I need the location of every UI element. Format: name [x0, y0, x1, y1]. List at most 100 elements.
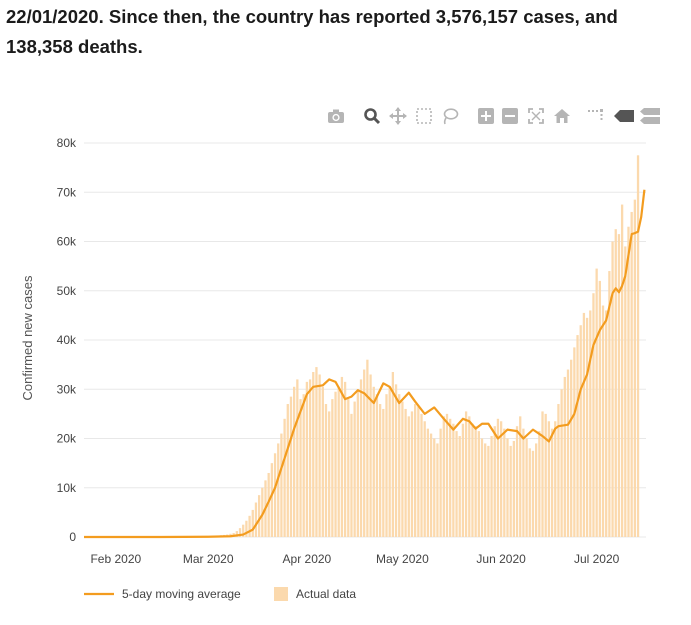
legend-item-moving-average[interactable]: 5-day moving average: [84, 584, 241, 604]
actual-data-bar[interactable]: [378, 404, 382, 537]
actual-data-bar[interactable]: [433, 438, 436, 538]
actual-data-bar[interactable]: [611, 241, 614, 538]
actual-data-bar[interactable]: [356, 389, 359, 537]
actual-data-bar[interactable]: [382, 408, 385, 537]
actual-data-bar[interactable]: [248, 515, 251, 537]
actual-data-bar[interactable]: [305, 381, 309, 537]
actual-data-bar[interactable]: [270, 463, 274, 537]
actual-data-bar[interactable]: [531, 450, 535, 537]
actual-data-bar[interactable]: [293, 386, 296, 537]
actual-data-bar[interactable]: [585, 317, 589, 537]
lasso-select-icon[interactable]: [440, 106, 460, 126]
actual-data-bar[interactable]: [563, 376, 566, 537]
actual-data-bar[interactable]: [627, 226, 630, 537]
actual-data-bar[interactable]: [554, 421, 557, 537]
actual-data-bar[interactable]: [630, 211, 633, 537]
actual-data-bar[interactable]: [439, 428, 442, 537]
actual-data-bar[interactable]: [283, 418, 286, 537]
actual-data-bar[interactable]: [394, 384, 398, 537]
box-select-icon[interactable]: [414, 106, 434, 126]
actual-data-bar[interactable]: [363, 369, 366, 537]
actual-data-bar[interactable]: [515, 426, 519, 537]
actual-data-bar[interactable]: [337, 386, 340, 537]
actual-data-bar[interactable]: [308, 379, 312, 537]
actual-data-bar[interactable]: [321, 386, 324, 537]
actual-data-bar[interactable]: [458, 436, 461, 537]
actual-data-bar[interactable]: [550, 428, 554, 537]
actual-data-bar[interactable]: [366, 359, 369, 537]
actual-data-bar[interactable]: [388, 386, 391, 537]
actual-data-bar[interactable]: [350, 413, 353, 537]
actual-data-bar[interactable]: [267, 472, 270, 537]
actual-data-bar[interactable]: [461, 423, 465, 537]
actual-data-bar[interactable]: [442, 416, 445, 537]
actual-data-bar[interactable]: [417, 406, 420, 537]
actual-data-bar[interactable]: [579, 325, 582, 537]
actual-data-bar[interactable]: [566, 369, 570, 537]
actual-data-bar[interactable]: [455, 431, 458, 537]
actual-data-bar[interactable]: [608, 271, 611, 537]
actual-data-bar[interactable]: [235, 531, 238, 537]
actual-data-bar[interactable]: [541, 411, 544, 537]
actual-data-bar[interactable]: [340, 376, 344, 537]
actual-data-bar[interactable]: [251, 509, 254, 537]
actual-data-bar[interactable]: [372, 386, 375, 537]
actual-data-bar[interactable]: [493, 426, 496, 537]
actual-data-bar[interactable]: [636, 155, 640, 537]
actual-data-bar[interactable]: [302, 394, 305, 537]
spike-lines-icon[interactable]: [586, 106, 606, 126]
actual-data-bar[interactable]: [624, 246, 627, 538]
actual-data-bar[interactable]: [487, 445, 490, 537]
actual-data-bar[interactable]: [331, 399, 334, 537]
actual-data-bar[interactable]: [576, 335, 579, 537]
actual-data-bar[interactable]: [477, 431, 480, 537]
actual-data-bar[interactable]: [328, 411, 331, 537]
actual-data-bar[interactable]: [334, 391, 337, 537]
actual-data-bar[interactable]: [299, 399, 302, 537]
actual-data-bar[interactable]: [359, 379, 363, 537]
actual-data-bar[interactable]: [296, 379, 299, 537]
actual-data-bar[interactable]: [353, 401, 356, 537]
actual-data-bar[interactable]: [273, 453, 277, 537]
actual-data-bar[interactable]: [385, 394, 388, 537]
actual-data-bar[interactable]: [468, 416, 471, 537]
actual-data-bar[interactable]: [401, 401, 404, 537]
actual-data-bar[interactable]: [375, 394, 379, 537]
actual-data-bar[interactable]: [547, 421, 551, 537]
actual-data-bar[interactable]: [471, 423, 474, 537]
actual-data-bar[interactable]: [245, 520, 248, 537]
actual-data-bar[interactable]: [312, 372, 315, 537]
actual-data-bar[interactable]: [289, 396, 293, 537]
actual-data-bar[interactable]: [318, 374, 321, 537]
actual-data-bar[interactable]: [535, 443, 538, 537]
actual-data-bar[interactable]: [407, 416, 410, 537]
actual-data-bar[interactable]: [445, 413, 449, 537]
reset-axes-icon[interactable]: [552, 106, 572, 126]
actual-data-bar[interactable]: [544, 413, 547, 537]
actual-data-bar[interactable]: [369, 374, 372, 537]
actual-data-bar[interactable]: [525, 438, 528, 538]
actual-data-bar[interactable]: [238, 528, 242, 537]
actual-data-bar[interactable]: [474, 426, 477, 537]
zoom-out-icon[interactable]: [500, 106, 520, 126]
actual-data-bar[interactable]: [617, 234, 621, 538]
actual-data-bar[interactable]: [277, 443, 280, 537]
actual-data-bar[interactable]: [595, 268, 598, 537]
actual-data-bar[interactable]: [589, 310, 592, 537]
actual-data-bar[interactable]: [423, 421, 426, 537]
actual-data-bar[interactable]: [509, 445, 512, 537]
actual-data-bar[interactable]: [601, 305, 605, 537]
actual-data-bar[interactable]: [570, 359, 573, 537]
actual-data-bar[interactable]: [343, 381, 347, 537]
actual-data-bar[interactable]: [324, 404, 328, 537]
actual-data-bar[interactable]: [449, 418, 452, 537]
actual-data-bar[interactable]: [620, 204, 624, 537]
hover-compare-icon[interactable]: [640, 106, 660, 126]
actual-data-bar[interactable]: [420, 413, 423, 537]
actual-data-bar[interactable]: [592, 293, 595, 537]
actual-data-bar[interactable]: [506, 438, 509, 538]
actual-data-bar[interactable]: [429, 433, 433, 537]
actual-data-bar[interactable]: [560, 389, 563, 537]
actual-data-bar[interactable]: [512, 440, 516, 537]
actual-data-bar[interactable]: [280, 433, 283, 537]
